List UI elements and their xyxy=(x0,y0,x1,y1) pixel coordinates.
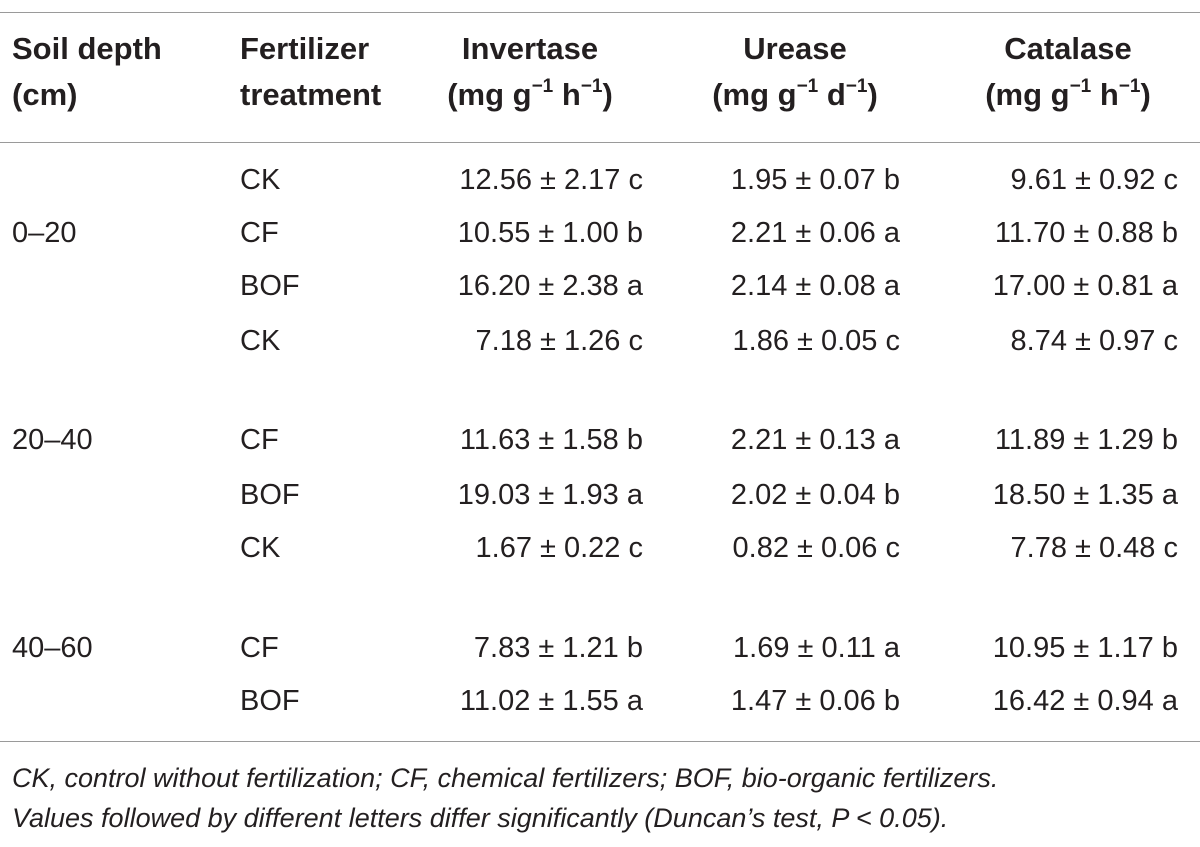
catalase-cell: 18.50 ± 1.35 a xyxy=(992,479,1178,511)
header-catalase-name: Catalase xyxy=(1004,31,1132,66)
header-soil-depth-line2: (cm) xyxy=(12,77,78,112)
treatment-cell: BOF xyxy=(240,270,300,302)
catalase-cell: 11.70 ± 0.88 b xyxy=(994,217,1178,249)
header-catalase-unit: (mg g−1 h−1) xyxy=(985,76,1151,112)
depth-label-20-40: 20–40 xyxy=(12,424,93,456)
catalase-cell: 7.78 ± 0.48 c xyxy=(1010,532,1178,564)
treatment-cell: BOF xyxy=(240,479,300,511)
invertase-cell: 1.67 ± 0.22 c xyxy=(475,532,643,564)
header-catalase: Catalase (mg g−1 h−1) xyxy=(940,26,1196,118)
invertase-cell: 7.83 ± 1.21 b xyxy=(473,632,643,664)
urease-cell: 2.02 ± 0.04 b xyxy=(730,479,900,511)
invertase-cell: 16.20 ± 2.38 a xyxy=(457,270,643,302)
invertase-cell: 12.56 ± 2.17 c xyxy=(459,164,643,196)
urease-cell: 2.14 ± 0.08 a xyxy=(730,270,900,302)
invertase-cell: 19.03 ± 1.93 a xyxy=(457,479,643,511)
catalase-cell: 17.00 ± 0.81 a xyxy=(992,270,1178,302)
urease-cell: 1.47 ± 0.06 b xyxy=(730,685,900,717)
urease-cell: 2.21 ± 0.06 a xyxy=(730,217,900,249)
footnote-abbreviations: CK, control without fertilization; CF, c… xyxy=(12,763,999,793)
invertase-cell: 10.55 ± 1.00 b xyxy=(457,217,643,249)
header-treatment-line1: Fertilizer xyxy=(240,31,370,66)
table-header-rule xyxy=(0,142,1200,143)
treatment-cell: CF xyxy=(240,424,279,456)
catalase-cell: 8.74 ± 0.97 c xyxy=(1010,325,1178,357)
catalase-cell: 11.89 ± 1.29 b xyxy=(994,424,1178,456)
catalase-cell: 9.61 ± 0.92 c xyxy=(1010,164,1178,196)
urease-cell: 0.82 ± 0.06 c xyxy=(732,532,900,564)
table-top-rule xyxy=(0,12,1200,13)
footnote-significance: Values followed by different letters dif… xyxy=(12,803,949,833)
treatment-cell: BOF xyxy=(240,685,300,717)
header-soil-depth: Soil depth (cm) xyxy=(12,26,162,118)
urease-cell: 1.69 ± 0.11 a xyxy=(733,632,900,664)
treatment-cell: CK xyxy=(240,532,281,564)
invertase-cell: 11.02 ± 1.55 a xyxy=(459,685,643,717)
catalase-cell: 16.42 ± 0.94 a xyxy=(992,685,1178,717)
header-urease-unit: (mg g−1 d−1) xyxy=(712,76,878,112)
header-invertase: Invertase (mg g−1 h−1) xyxy=(400,26,660,118)
table-bottom-rule xyxy=(0,741,1200,742)
urease-cell: 1.95 ± 0.07 b xyxy=(730,164,900,196)
header-invertase-name: Invertase xyxy=(461,31,599,66)
header-fertilizer-treatment: Fertilizer treatment xyxy=(240,26,381,118)
invertase-cell: 7.18 ± 1.26 c xyxy=(475,325,643,357)
header-urease-name: Urease xyxy=(743,31,847,66)
treatment-cell: CK xyxy=(240,164,281,196)
header-urease: Urease (mg g−1 d−1) xyxy=(670,26,920,118)
header-treatment-line2: treatment xyxy=(240,77,382,112)
urease-cell: 2.21 ± 0.13 a xyxy=(730,424,900,456)
urease-cell: 1.86 ± 0.05 c xyxy=(732,325,900,357)
treatment-cell: CF xyxy=(240,217,279,249)
treatment-cell: CF xyxy=(240,632,279,664)
catalase-cell: 10.95 ± 1.17 b xyxy=(992,632,1178,664)
header-soil-depth-line1: Soil depth xyxy=(12,31,162,66)
invertase-cell: 11.63 ± 1.58 b xyxy=(459,424,643,456)
header-invertase-unit: (mg g−1 h−1) xyxy=(447,76,613,112)
depth-label-0-20: 0–20 xyxy=(12,217,77,249)
treatment-cell: CK xyxy=(240,325,281,357)
depth-label-40-60: 40–60 xyxy=(12,632,93,664)
